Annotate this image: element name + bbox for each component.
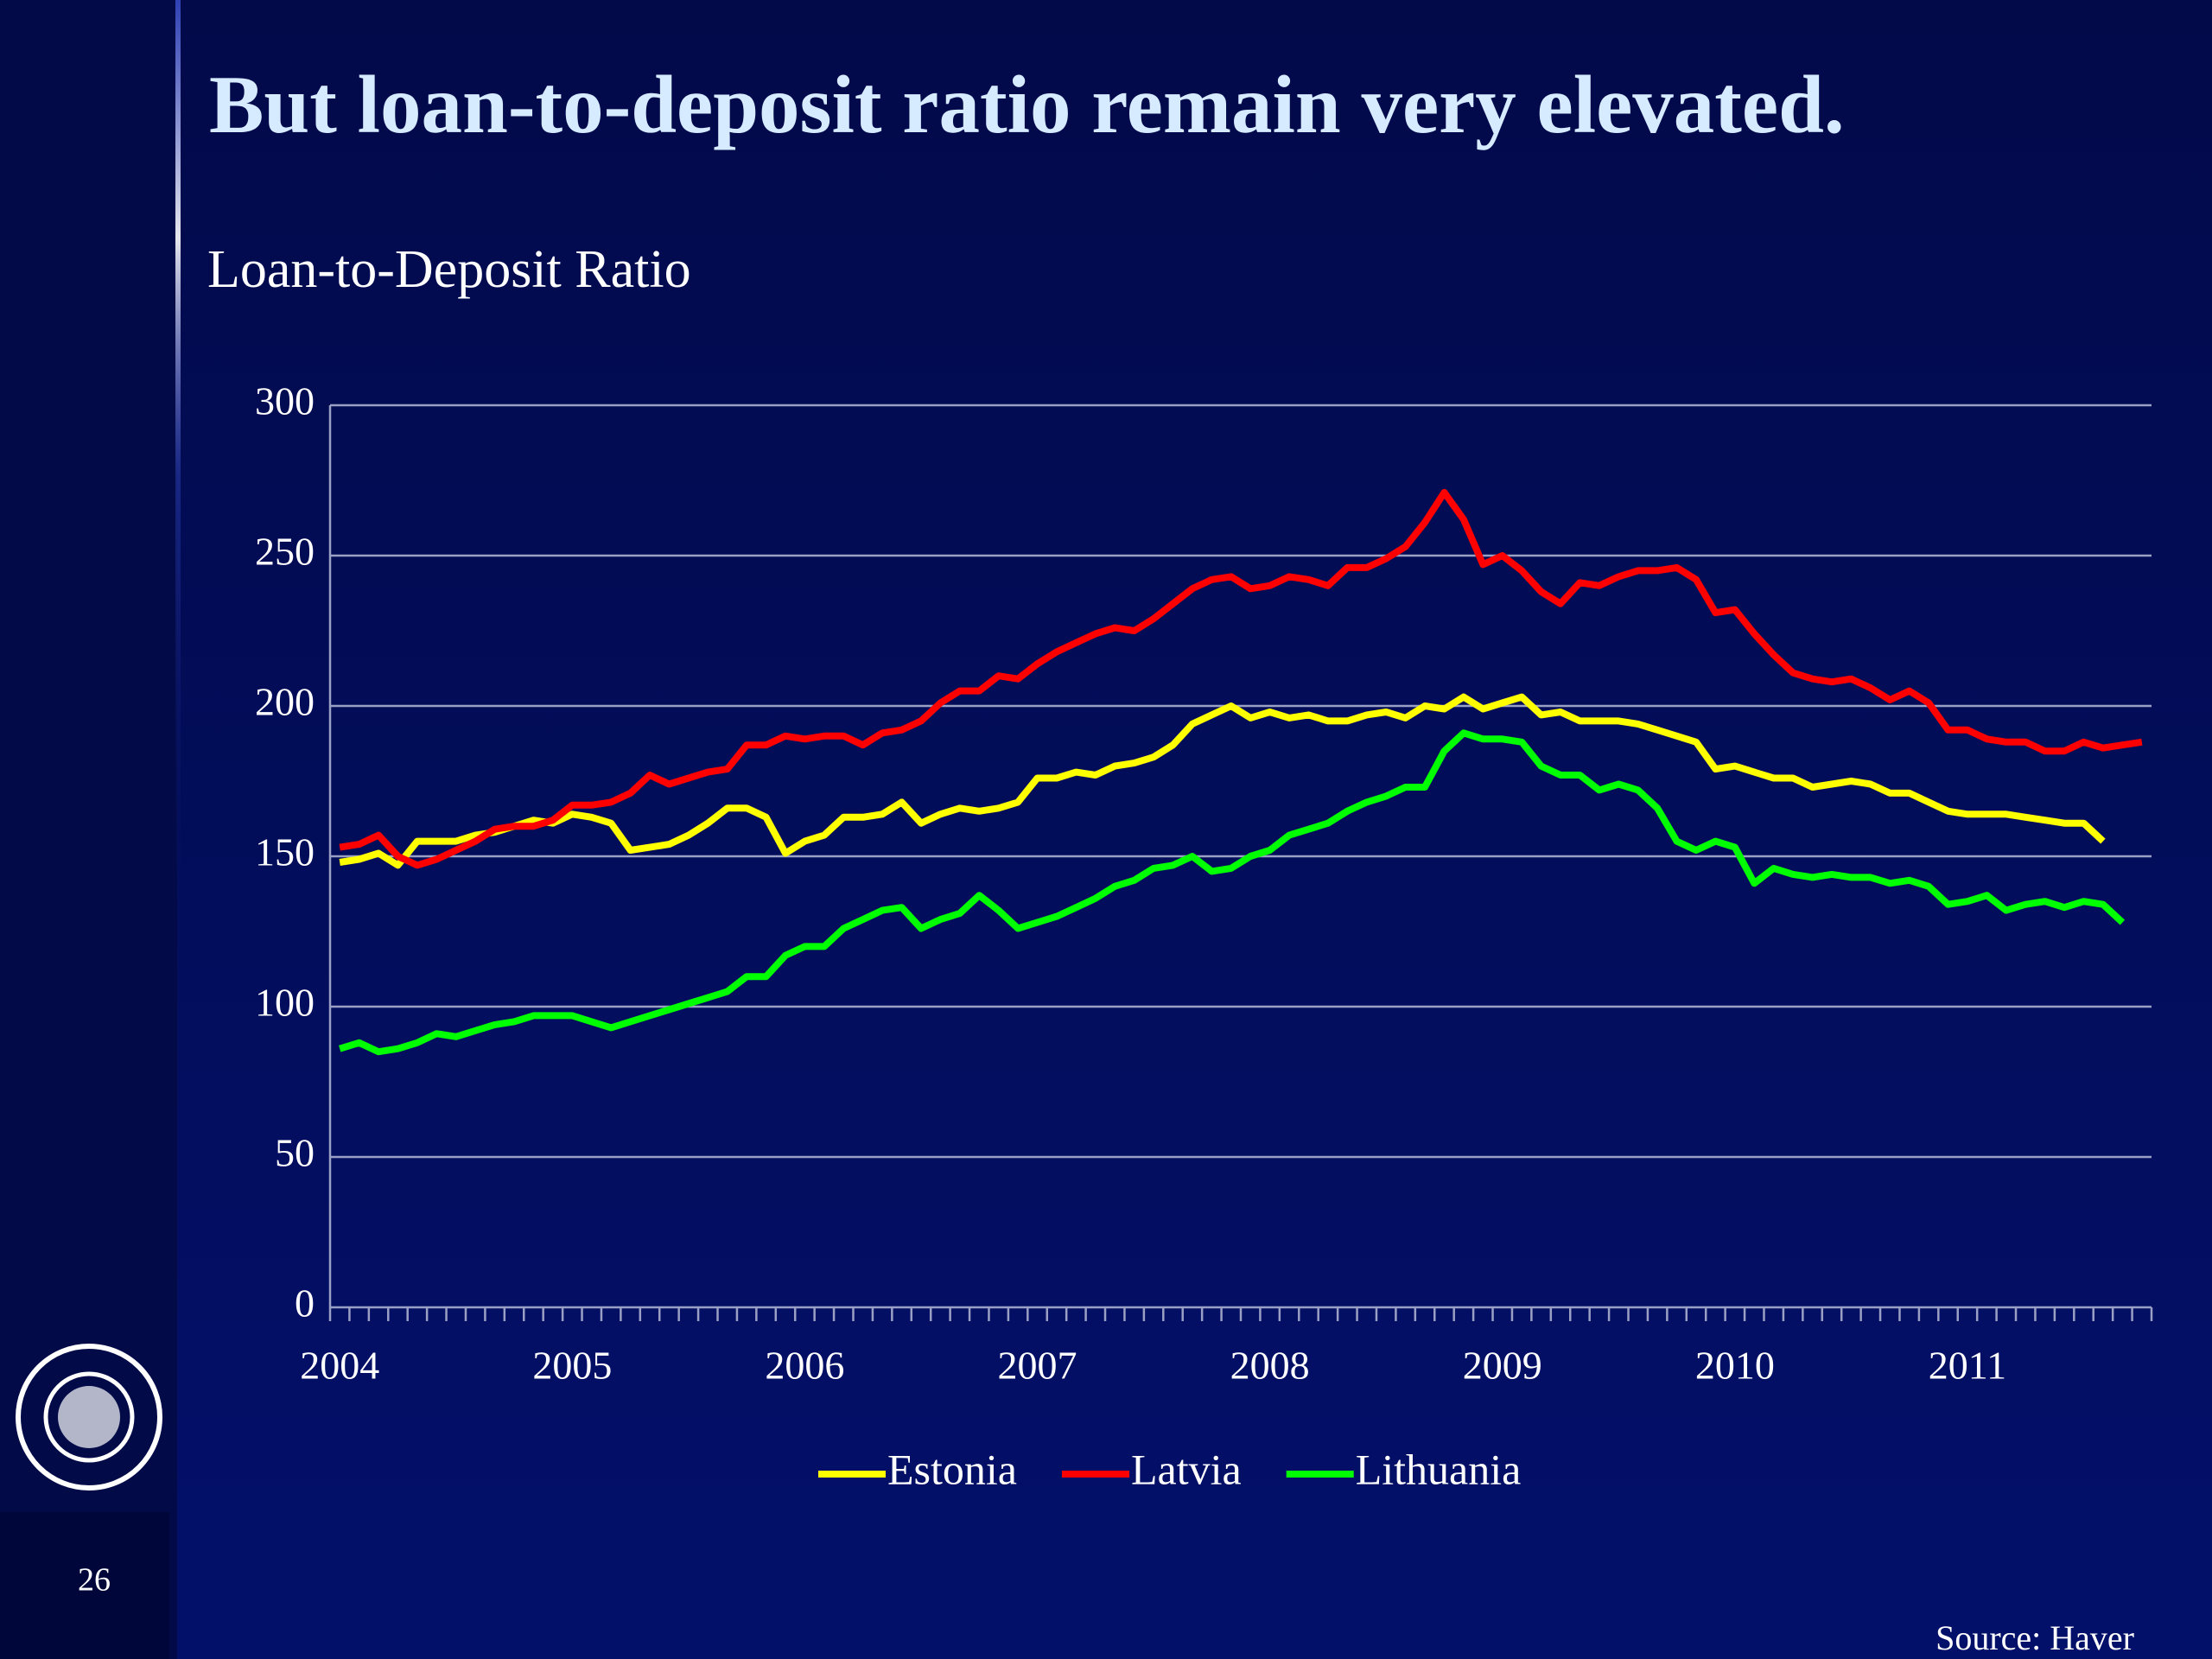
y-tick-label: 100 [255, 981, 315, 1025]
legend-label: Lithuania [1356, 1445, 1522, 1493]
page-number: 26 [78, 1562, 111, 1599]
x-tick-label: 2009 [1463, 1344, 1542, 1388]
x-tick-label: 2005 [532, 1344, 612, 1388]
logo [16, 1344, 162, 1491]
legend-label: Latvia [1131, 1445, 1242, 1493]
x-tick-label: 2007 [998, 1344, 1077, 1388]
line-series [339, 488, 2143, 869]
x-tick-label: 2008 [1230, 1344, 1310, 1388]
source: Source: Haver [1936, 1618, 2134, 1657]
x-tick-label: 2004 [300, 1344, 379, 1388]
y-tick-label: 50 [275, 1131, 315, 1175]
slide-title: But loan-to-deposit ratio remain very el… [209, 59, 1845, 150]
y-tick-label: 250 [255, 530, 315, 574]
x-tick-label: 2006 [765, 1344, 844, 1388]
y-tick-label: 150 [255, 830, 315, 874]
x-tick-label: 2011 [1929, 1344, 2006, 1388]
y-tick-label: 300 [255, 379, 315, 423]
page-box [0, 1512, 169, 1659]
x-tick-label: 2010 [1695, 1344, 1775, 1388]
line-series [339, 693, 2106, 869]
line-series [339, 729, 2126, 1056]
side-line [175, 0, 181, 950]
y-tick-label: 0 [295, 1281, 315, 1325]
legend-label: Estonia [887, 1445, 1017, 1493]
chart-title: Loan-to-Deposit Ratio [207, 240, 691, 299]
y-tick-label: 200 [255, 680, 315, 724]
